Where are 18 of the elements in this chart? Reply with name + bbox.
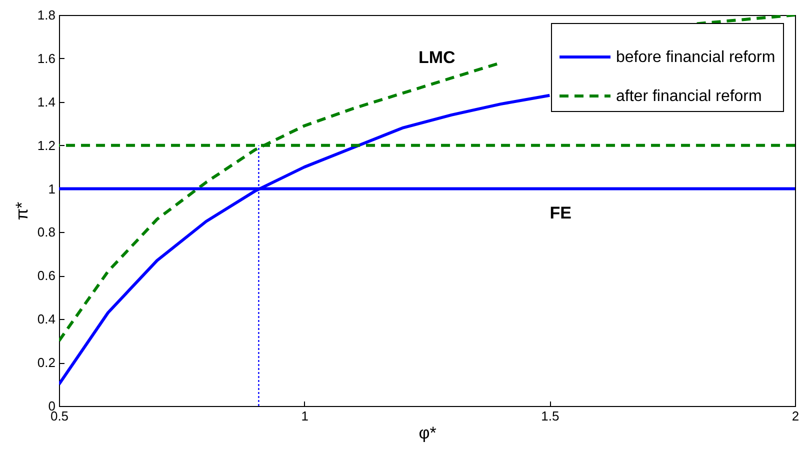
y-tick-label: 1.6: [37, 50, 56, 66]
y-tick-label: 0.2: [37, 355, 56, 370]
y-tick-label: 0.8: [37, 224, 56, 240]
y-tick-label: 1.4: [37, 94, 56, 110]
annotation: FE: [550, 204, 572, 223]
legend-label: before financial reform: [616, 49, 776, 66]
y-tick-label: 1.8: [37, 8, 56, 22]
annotation: LMC: [418, 48, 456, 68]
y-tick-label: 1.2: [37, 138, 56, 153]
x-axis-title: φ*: [418, 424, 437, 442]
y-tick-label: 0.4: [37, 312, 56, 327]
y-tick-label: 0.6: [37, 268, 56, 284]
legend-label: after financial reform: [616, 88, 762, 105]
y-axis-title: π*: [12, 201, 32, 220]
y-tick-label: 1: [48, 181, 56, 196]
x-tick-label: 1.5: [541, 408, 560, 424]
x-tick-label: 2: [792, 408, 800, 424]
x-tick-label: 1: [301, 408, 308, 424]
